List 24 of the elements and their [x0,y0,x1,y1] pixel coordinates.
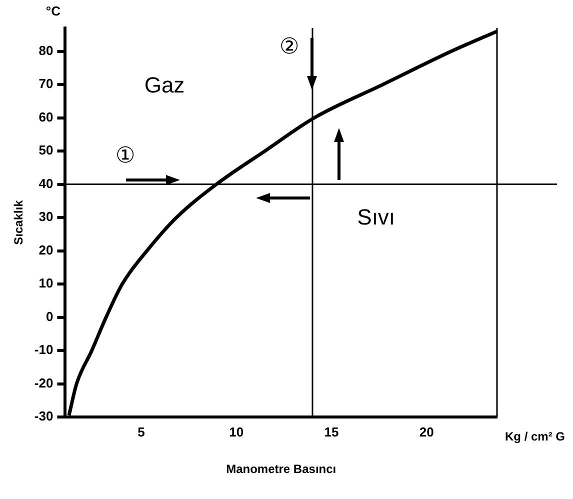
y-tick-label: -20 [34,375,54,390]
x-tick-label: 5 [138,424,145,440]
y-tick-label: 80 [38,42,54,58]
text: Kg / cm² G [505,429,566,444]
y-tick-label: 10 [38,276,54,291]
y-tick-label: -10 [34,342,54,358]
y-axis-title: Sıcaklık [12,200,26,245]
x-tick-label: 10 [229,424,244,440]
y-tick-label: 70 [38,76,54,92]
annotation: ① [116,142,136,168]
y-tick-label: -30 [34,408,54,424]
y-tick-label: 40 [38,176,54,191]
annotation: Gaz [144,72,185,98]
y-tick-label: 60 [38,109,54,124]
annotation: Sıvı [357,204,396,230]
x-tick-label: 15 [324,424,339,440]
y-tick-label: 30 [38,209,54,224]
text: °C [46,4,62,19]
y-tick-label: 20 [38,242,54,258]
x-tick-label: 20 [419,424,434,440]
y-tick-label: 0 [46,308,54,324]
x-axis-title: Manometre Basıncı [226,462,336,476]
annotation: ② [280,34,300,59]
y-tick-label: 50 [38,142,54,158]
